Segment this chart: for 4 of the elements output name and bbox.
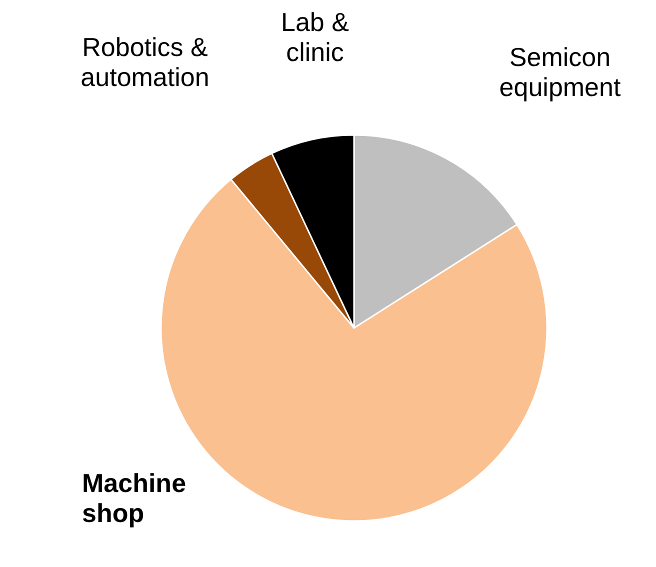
slice-label: Robotics & automation (80, 32, 210, 92)
slice-label: Semicon equipment (499, 42, 622, 102)
slice-label: Lab & clinic (281, 7, 349, 67)
slice-label: Machine shop (82, 468, 186, 528)
